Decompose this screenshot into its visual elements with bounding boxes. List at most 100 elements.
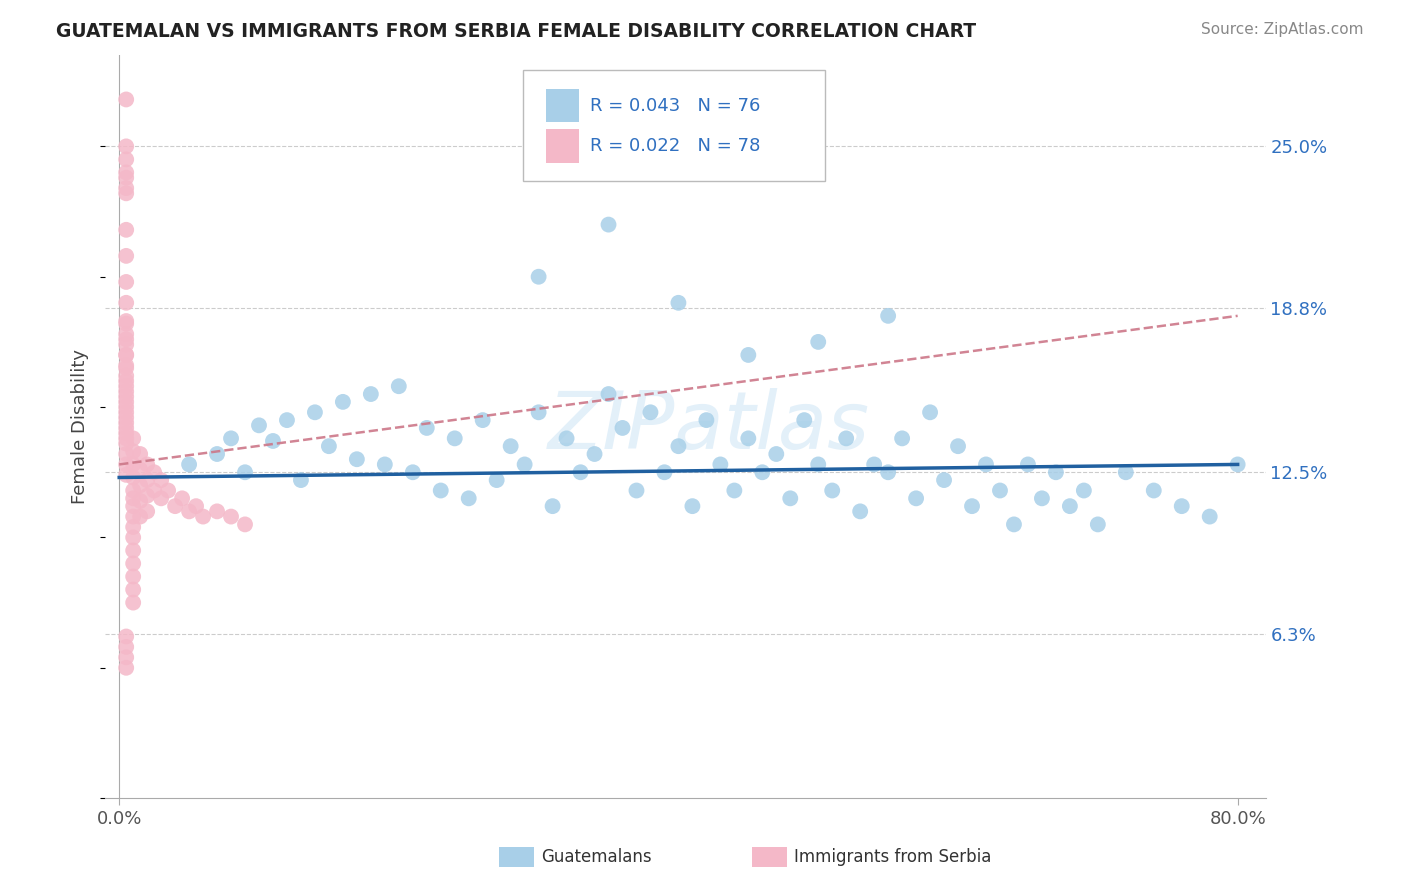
Point bbox=[115, 379, 138, 393]
Point bbox=[1045, 465, 1067, 479]
Point bbox=[668, 439, 690, 453]
Point bbox=[115, 650, 138, 665]
Point bbox=[115, 368, 138, 383]
Point bbox=[807, 458, 830, 472]
Point bbox=[233, 517, 256, 532]
Point bbox=[1031, 491, 1053, 506]
Point bbox=[115, 275, 138, 289]
Point bbox=[541, 499, 564, 513]
Point bbox=[115, 390, 138, 404]
Point bbox=[115, 436, 138, 450]
Point bbox=[960, 499, 983, 513]
Point bbox=[751, 465, 773, 479]
Point bbox=[115, 359, 138, 373]
Point bbox=[122, 483, 145, 498]
Point bbox=[115, 93, 138, 107]
Point bbox=[115, 327, 138, 342]
Point bbox=[793, 413, 815, 427]
Point bbox=[247, 418, 270, 433]
Point bbox=[136, 489, 159, 503]
Point bbox=[172, 491, 194, 506]
Point bbox=[821, 483, 844, 498]
Point bbox=[150, 491, 173, 506]
Point bbox=[598, 218, 620, 232]
Point bbox=[136, 473, 159, 487]
Text: R = 0.043   N = 76: R = 0.043 N = 76 bbox=[591, 96, 761, 115]
Point bbox=[122, 569, 145, 583]
Point bbox=[1073, 483, 1095, 498]
Point bbox=[1198, 509, 1220, 524]
Point bbox=[115, 421, 138, 435]
Point bbox=[165, 499, 187, 513]
Point bbox=[129, 478, 152, 492]
Point bbox=[115, 317, 138, 331]
Point bbox=[318, 439, 340, 453]
Point bbox=[122, 531, 145, 545]
Point bbox=[150, 473, 173, 487]
Point bbox=[457, 491, 479, 506]
Point bbox=[122, 431, 145, 445]
Point bbox=[612, 421, 634, 435]
Point bbox=[115, 165, 138, 179]
Point bbox=[527, 269, 550, 284]
Point bbox=[129, 463, 152, 477]
Point bbox=[122, 444, 145, 458]
Point bbox=[737, 348, 759, 362]
Point bbox=[443, 431, 465, 445]
Point bbox=[1087, 517, 1109, 532]
Point bbox=[737, 431, 759, 445]
Point bbox=[136, 458, 159, 472]
Point bbox=[877, 309, 900, 323]
Point bbox=[122, 491, 145, 506]
Point bbox=[219, 509, 242, 524]
Point bbox=[640, 405, 662, 419]
Point bbox=[115, 400, 138, 414]
Point bbox=[485, 473, 508, 487]
Text: Source: ZipAtlas.com: Source: ZipAtlas.com bbox=[1201, 22, 1364, 37]
Point bbox=[877, 465, 900, 479]
Point bbox=[388, 379, 411, 393]
Point bbox=[205, 504, 228, 518]
Point bbox=[360, 387, 382, 401]
Point bbox=[115, 332, 138, 346]
Point bbox=[668, 295, 690, 310]
Point bbox=[115, 337, 138, 351]
Point bbox=[219, 431, 242, 445]
Point bbox=[122, 470, 145, 484]
Point bbox=[129, 494, 152, 508]
Point bbox=[115, 223, 138, 237]
Point bbox=[290, 473, 312, 487]
Point bbox=[402, 465, 425, 479]
Point bbox=[1017, 458, 1039, 472]
Point bbox=[1170, 499, 1192, 513]
Point bbox=[115, 661, 138, 675]
Point bbox=[1226, 458, 1249, 472]
Point bbox=[723, 483, 745, 498]
Point bbox=[932, 473, 955, 487]
Point bbox=[863, 458, 886, 472]
Point bbox=[115, 153, 138, 167]
Point bbox=[262, 434, 284, 448]
Point bbox=[184, 499, 207, 513]
Point bbox=[555, 431, 578, 445]
Point bbox=[115, 170, 138, 185]
Point bbox=[974, 458, 997, 472]
Point bbox=[115, 640, 138, 654]
Point bbox=[122, 458, 145, 472]
Point bbox=[129, 509, 152, 524]
Point bbox=[115, 410, 138, 425]
Point bbox=[891, 431, 914, 445]
Point bbox=[129, 447, 152, 461]
Point bbox=[115, 458, 138, 472]
Point bbox=[346, 452, 368, 467]
Point bbox=[920, 405, 942, 419]
Point bbox=[115, 361, 138, 376]
Point bbox=[115, 249, 138, 263]
Point bbox=[122, 543, 145, 558]
Point bbox=[122, 509, 145, 524]
Point bbox=[115, 467, 138, 482]
FancyBboxPatch shape bbox=[523, 70, 825, 181]
Point bbox=[332, 395, 354, 409]
Point bbox=[849, 504, 872, 518]
Point bbox=[429, 483, 451, 498]
